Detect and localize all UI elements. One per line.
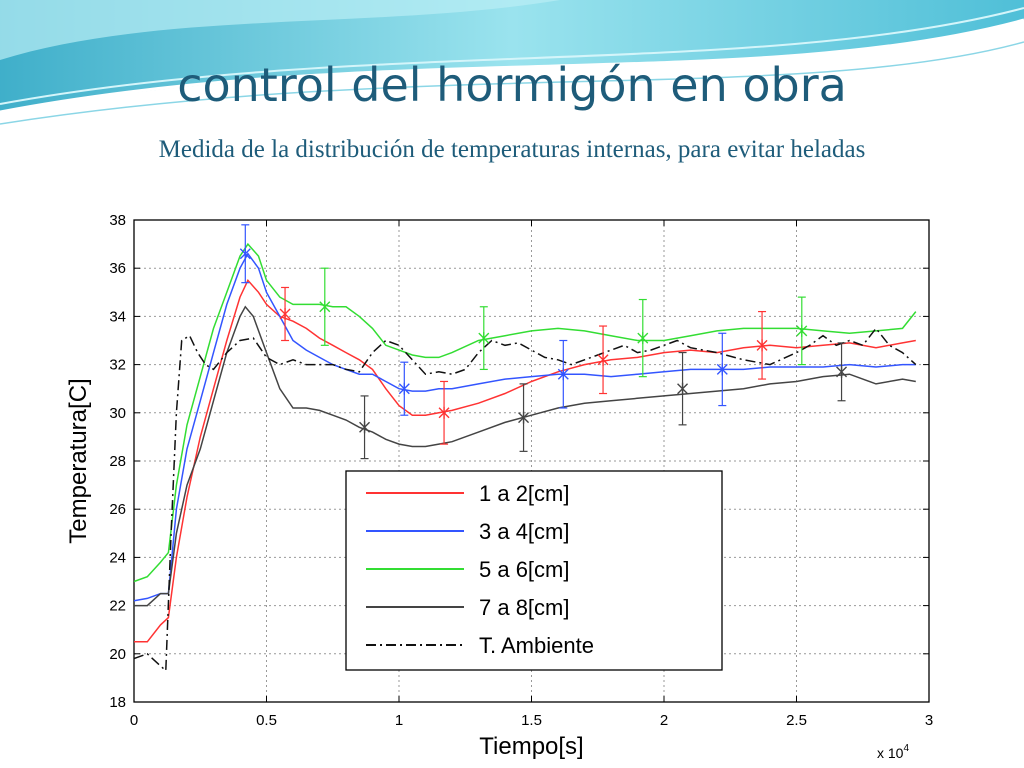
- error-bar: [518, 383, 530, 452]
- y-tick-label: 30: [109, 405, 126, 422]
- y-tick-label: 28: [109, 453, 126, 470]
- temperature-chart: 0 0.5 1 1.5 2 2.5 3 18 20 22 24 26 28 30 32 34 36 38 1 a …: [65, 212, 933, 761]
- x-tick-label: 0.5: [256, 712, 277, 729]
- x-tick-label: 3: [925, 712, 933, 729]
- x-tick-label: 0: [130, 712, 138, 729]
- error-bar: [597, 325, 609, 395]
- legend-label: 7 a 8[cm]: [479, 595, 569, 620]
- legend-label: T. Ambiente: [479, 633, 594, 658]
- y-tick-label: 20: [109, 646, 126, 663]
- decorative-banner: [0, 0, 1024, 125]
- error-bar: [677, 351, 689, 426]
- x-tick-label: 1: [395, 712, 403, 729]
- y-tick-label: 36: [109, 260, 126, 277]
- y-tick-label: 26: [109, 501, 126, 518]
- error-bar: [398, 361, 410, 416]
- error-bar: [319, 267, 331, 346]
- series-line-4: [133, 327, 917, 673]
- series-line-0: [134, 278, 916, 643]
- error-bar: [796, 296, 808, 366]
- x-axis-multiplier-exponent: 4: [903, 743, 909, 754]
- error-bar: [756, 310, 768, 380]
- y-tick-label: 22: [109, 598, 126, 615]
- x-axis-label: Tiempo[s]: [479, 733, 583, 760]
- error-bar: [557, 339, 569, 409]
- error-bar: [716, 332, 728, 407]
- legend-box: [345, 470, 723, 671]
- x-tick-label: 1.5: [521, 712, 542, 729]
- errorbar-layer: [239, 224, 848, 460]
- y-tick-label: 32: [109, 357, 126, 374]
- series-line-1: [133, 252, 916, 602]
- y-tick-label: 38: [109, 212, 126, 229]
- x-tick-label: 2: [660, 712, 668, 729]
- error-bar: [836, 342, 848, 402]
- x-axis-multiplier: x 104: [877, 743, 909, 761]
- error-bar: [478, 306, 490, 371]
- error-bar: [239, 224, 251, 284]
- legend-label: 1 a 2[cm]: [479, 481, 569, 506]
- slide-subtitle: Medida de la distribución de temperatura…: [158, 136, 866, 163]
- y-tick-label: 18: [109, 694, 126, 711]
- legend-label: 5 a 6[cm]: [479, 557, 569, 582]
- series-layer: [133, 242, 917, 673]
- error-bar: [279, 286, 291, 342]
- x-tick-label: 2.5: [786, 712, 807, 729]
- y-axis-label: Temperatura[C]: [65, 378, 92, 543]
- series-line-3: [134, 305, 916, 607]
- slide-title: control del hormigón en obra: [177, 58, 847, 112]
- axis-ticks: 0 0.5 1 1.5 2 2.5 3 18 20 22 24 26 28 30 32 34 36 38: [109, 212, 933, 729]
- error-bar: [438, 380, 450, 445]
- y-tick-label: 24: [109, 549, 126, 566]
- x-axis-multiplier-base: x 10: [877, 745, 904, 761]
- chart-legend: 1 a 2[cm] 3 a 4[cm] 5 a 6[cm] 7 a 8[cm] T. A…: [345, 470, 723, 671]
- error-bar: [637, 298, 649, 378]
- error-bar: [359, 395, 371, 460]
- legend-label: 3 a 4[cm]: [479, 519, 569, 544]
- series-line-2: [133, 242, 917, 583]
- y-tick-label: 34: [109, 308, 126, 325]
